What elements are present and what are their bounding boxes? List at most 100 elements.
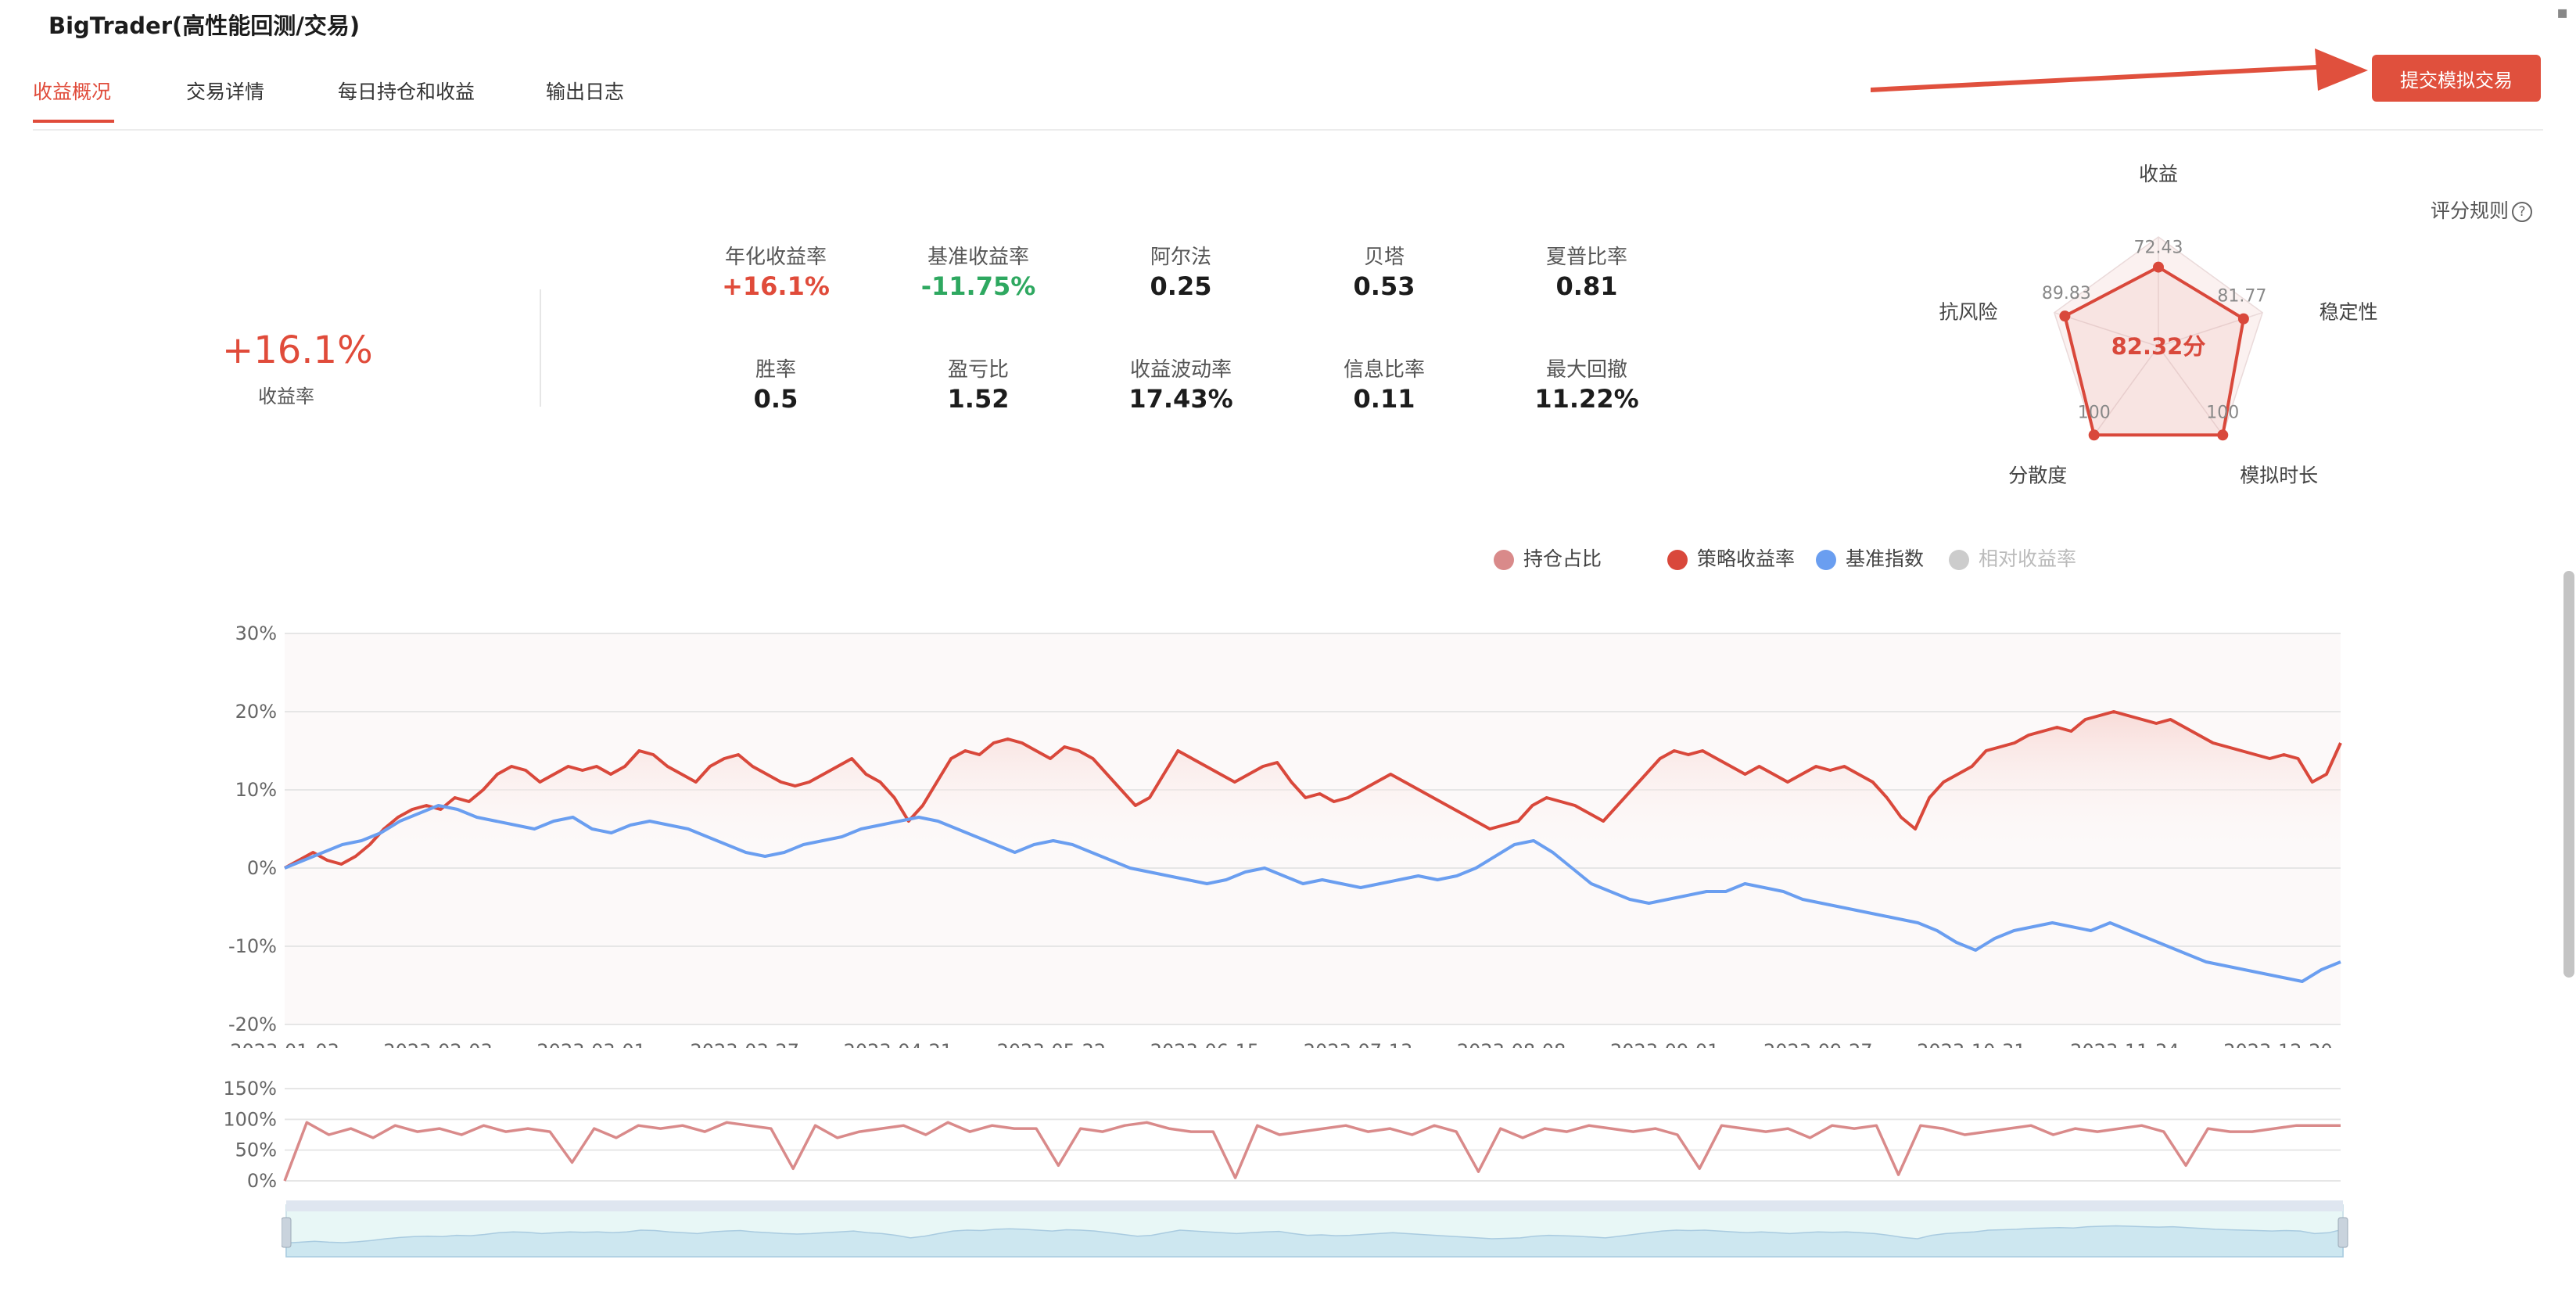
legend-label: 策略收益率 — [1697, 547, 1796, 570]
metric-label: 阿尔法 — [1150, 246, 1211, 269]
strategy-area-fill — [285, 712, 2341, 868]
total-return-value: +16.1% — [222, 328, 373, 372]
y-tick-label: 0% — [247, 857, 277, 879]
x-tick-label: 2023-10-31 — [1917, 1040, 2025, 1048]
tab-return-overview[interactable]: 收益概况 — [33, 81, 112, 103]
radar-axis-label: 收益 — [2139, 163, 2178, 185]
metric-value: 1.52 — [947, 384, 1010, 414]
metric-label: 盈亏比 — [947, 358, 1009, 382]
metric-label: 年化收益率 — [724, 246, 827, 269]
help-icon: ? — [2512, 202, 2533, 222]
radar-value-label: 72.43 — [2134, 239, 2183, 258]
metric-value: 17.43% — [1128, 384, 1233, 414]
tab-trade-details[interactable]: 交易详情 — [186, 81, 265, 103]
slider-preview-area — [285, 1225, 2344, 1258]
metric-item: 夏普比率 0.81 — [1501, 241, 1673, 301]
radar-axis-label: 稳定性 — [2319, 301, 2378, 324]
page-scrollbar[interactable] — [2563, 571, 2574, 978]
score-rule-link[interactable]: 评分规则? — [2431, 196, 2533, 224]
legend-swatch — [1667, 550, 1688, 570]
y-tick-label: 100% — [223, 1108, 277, 1130]
radar-point — [2153, 261, 2164, 273]
metric-item: 年化收益率 +16.1% — [690, 241, 862, 301]
metric-value: 0.11 — [1353, 384, 1415, 414]
x-tick-label: 2023-05-22 — [997, 1040, 1106, 1048]
metric-item: 贝塔 0.53 — [1298, 241, 1470, 301]
return-line-chart: 30% 20% 10% 0% -10% -20% 2023-01-03 2023-02-03 2… — [228, 623, 2342, 1048]
legend-swatch — [1816, 550, 1836, 570]
metric-item: 阿尔法 0.25 — [1095, 241, 1267, 301]
benchmark-line — [284, 804, 2341, 983]
x-tick-label: 2023-03-27 — [690, 1040, 798, 1048]
y-tick-label: 150% — [223, 1078, 277, 1100]
radar-axis-label: 分散度 — [2008, 464, 2067, 486]
metric-label: 胜率 — [755, 358, 796, 382]
metric-value: +16.1% — [722, 271, 830, 301]
tab-daily-positions[interactable]: 每日持仓和收益 — [338, 81, 475, 103]
legend-label: 相对收益率 — [1979, 547, 2077, 570]
radar-point — [2088, 429, 2100, 441]
data-zoom-slider[interactable] — [282, 1200, 2354, 1263]
metric-item: 盈亏比 1.52 — [892, 353, 1064, 414]
score-rule-label: 评分规则 — [2431, 199, 2510, 222]
radar-value-label: 81.77 — [2217, 287, 2266, 307]
slider-left-handle[interactable] — [282, 1217, 292, 1248]
legend-item[interactable]: 策略收益率 — [1667, 544, 1795, 572]
metric-value: 0.5 — [753, 384, 798, 414]
radar-axis-label: 抗风险 — [1939, 301, 1997, 324]
app-title: BigTrader(高性能回测/交易) — [48, 13, 361, 39]
metric-value: 0.53 — [1353, 271, 1415, 301]
slider-top-bar[interactable] — [286, 1200, 2343, 1211]
y-tick-label: 50% — [235, 1139, 277, 1161]
legend-label: 基准指数 — [1846, 547, 1925, 570]
legend-item[interactable]: 持仓占比 — [1494, 544, 1602, 572]
legend-swatch — [1949, 550, 1969, 570]
x-tick-label: 2023-09-27 — [1763, 1040, 1872, 1048]
metrics-divider — [540, 289, 541, 407]
metric-value: 11.22% — [1534, 384, 1639, 414]
y-tick-label: 20% — [235, 701, 277, 723]
y-tick-label: -10% — [228, 935, 277, 957]
top-right-dot: ▪ — [2556, 3, 2568, 23]
radar-point — [2059, 310, 2071, 322]
radar-point — [2217, 429, 2229, 441]
metric-item: 收益波动率 17.43% — [1095, 353, 1267, 414]
total-return-label: 收益率 — [258, 386, 314, 407]
metric-label: 夏普比率 — [1545, 246, 1627, 269]
y-tick-label: 0% — [247, 1170, 277, 1189]
metric-label: 贝塔 — [1363, 246, 1405, 269]
legend-item[interactable]: 基准指数 — [1816, 544, 1924, 572]
x-tick-label: 2023-02-03 — [383, 1040, 492, 1048]
metric-label: 收益波动率 — [1129, 358, 1232, 382]
x-tick-label: 2023-06-15 — [1150, 1040, 1259, 1048]
x-tick-label: 2023-11-24 — [2070, 1040, 2179, 1048]
radar-axis-label: 模拟时长 — [2240, 464, 2318, 486]
x-tick-label: 2023-01-03 — [230, 1040, 339, 1048]
tabs-divider — [33, 129, 2543, 131]
metric-item: 最大回撤 11.22% — [1501, 353, 1673, 414]
metric-label: 信息比率 — [1343, 358, 1425, 382]
y-tick-label: 10% — [235, 779, 277, 801]
active-tab-indicator — [33, 120, 114, 123]
metric-item: 信息比率 0.11 — [1298, 353, 1470, 414]
metric-value: 0.81 — [1555, 271, 1618, 301]
score-radar-chart: 72.43 收益 81.77 稳定性 100 模拟时长 100 分散度 89.83 抗风险 82.3… — [1939, 163, 2378, 486]
red-arrow-annotation — [1871, 48, 2368, 92]
radar-grid — [2053, 236, 2264, 436]
submit-sim-trade-button[interactable]: 提交模拟交易 — [2372, 55, 2541, 102]
metric-label: 最大回撤 — [1545, 358, 1627, 382]
legend-item[interactable]: 相对收益率 — [1949, 544, 2076, 572]
x-tick-label: 2023-03-01 — [536, 1040, 645, 1048]
radar-score-polygon — [2063, 265, 2246, 437]
legend-label: 持仓占比 — [1523, 547, 1602, 570]
metric-value: 0.25 — [1150, 271, 1212, 301]
x-tick-label: 2023-04-21 — [844, 1040, 953, 1048]
metric-item: 基准收益率 -11.75% — [892, 241, 1064, 301]
slider-right-handle[interactable] — [2337, 1217, 2348, 1248]
position-ratio-line — [283, 1121, 2341, 1182]
x-tick-label: 2023-08-08 — [1457, 1040, 1566, 1048]
strategy-return-line — [284, 710, 2342, 870]
tab-output-log[interactable]: 输出日志 — [546, 81, 625, 103]
x-tick-label: 2023-09-01 — [1610, 1040, 1719, 1048]
radar-total-score: 82.32分 — [2111, 333, 2206, 360]
